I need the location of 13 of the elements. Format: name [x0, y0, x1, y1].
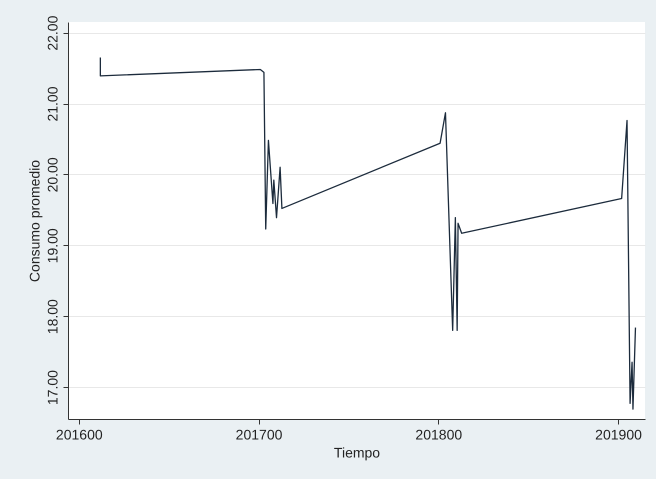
y-tick-label: 22.00	[44, 15, 60, 51]
x-tick-label: 201700	[236, 426, 283, 442]
line-series	[100, 56, 636, 410]
y-tick-label: 19.00	[44, 228, 60, 264]
y-tick-label: 20.00	[44, 157, 60, 192]
y-axis-title: Consumo promedio	[26, 160, 42, 282]
x-tick-label: 201800	[415, 426, 462, 442]
x-tick-label: 201600	[56, 426, 103, 442]
x-tick-label: 201900	[595, 426, 642, 442]
x-axis-title: Tiempo	[334, 444, 380, 460]
y-tick-label: 17.00	[44, 370, 60, 406]
y-tick-label: 18.00	[44, 298, 60, 334]
y-tick-label: 21.00	[44, 86, 60, 122]
